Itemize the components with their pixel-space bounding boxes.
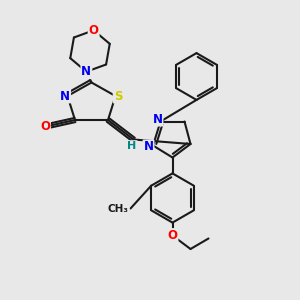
Text: H: H <box>128 141 136 151</box>
Text: O: O <box>167 229 178 242</box>
Text: N: N <box>81 65 92 78</box>
Text: O: O <box>40 119 50 133</box>
Text: S: S <box>114 89 122 103</box>
Text: N: N <box>60 89 70 103</box>
Text: CH₃: CH₃ <box>108 203 129 214</box>
Text: N: N <box>143 140 154 154</box>
Text: O: O <box>88 24 99 37</box>
Text: N: N <box>152 112 163 126</box>
